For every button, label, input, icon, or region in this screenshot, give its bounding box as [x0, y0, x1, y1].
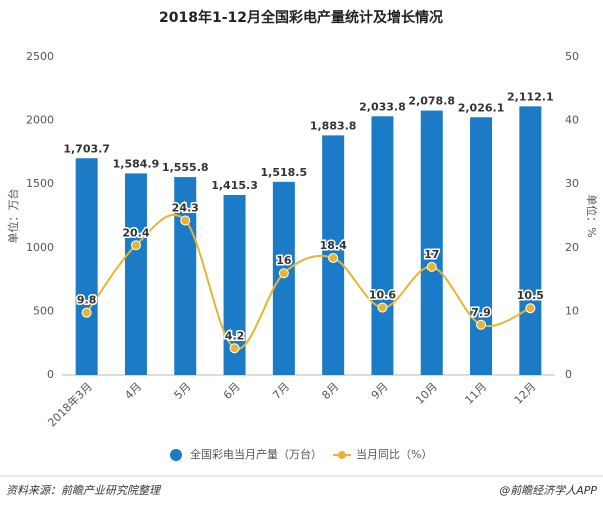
bar-value-label: 1,584.9 — [113, 157, 160, 170]
chart-title: 2018年1-12月全国彩电产量统计及增长情况 — [159, 9, 443, 26]
credit: @前瞻经济学人APP — [499, 484, 597, 497]
y-tick-label: 1000 — [26, 241, 54, 254]
x-tick-label: 8月 — [319, 380, 341, 402]
x-tick-label: 10月 — [413, 380, 440, 407]
legend-label: 全国彩电当月产量（万台） — [190, 447, 322, 461]
line-point — [278, 268, 289, 279]
x-tick-label: 7月 — [270, 380, 292, 402]
line-value-label: 17 — [424, 248, 439, 261]
line-point — [525, 303, 536, 314]
bar-value-label: 1,883.8 — [310, 119, 357, 132]
line-value-label: 10.6 — [369, 289, 396, 302]
line-point — [81, 307, 92, 318]
bar-value-label: 1,415.3 — [211, 179, 258, 192]
line-value-label: 10.5 — [517, 289, 544, 302]
y-tick-label: 2000 — [26, 114, 54, 127]
line-value-label: 9.8 — [77, 294, 97, 307]
line-point — [180, 215, 191, 226]
bar — [124, 173, 147, 375]
line-point — [426, 261, 437, 272]
y2-tick-label: 50 — [565, 50, 579, 63]
y-tick-label: 0 — [47, 368, 54, 381]
x-tick-label: 6月 — [221, 380, 243, 402]
y-tick-label: 2500 — [26, 50, 54, 63]
line-value-label: 24.3 — [172, 201, 199, 214]
bar-value-label: 2,078.8 — [408, 95, 455, 108]
line-point — [328, 252, 339, 263]
y-tick-label: 1500 — [26, 177, 54, 190]
line-value-label: 4.2 — [225, 329, 245, 342]
y2-tick-label: 0 — [565, 368, 572, 381]
bar-value-label: 2,112.1 — [507, 90, 554, 103]
x-tick-label: 2018年3月 — [45, 379, 95, 429]
y2-tick-label: 40 — [565, 114, 579, 127]
x-tick-label: 11月 — [462, 380, 489, 407]
x-tick-label: 4月 — [122, 380, 144, 402]
bar — [174, 177, 197, 375]
line-point — [130, 240, 141, 251]
bar-value-label: 1,518.5 — [261, 166, 308, 179]
line-point — [377, 302, 388, 313]
y2-axis-title: 单位：% — [585, 194, 599, 237]
x-tick-label: 12月 — [512, 380, 539, 407]
y2-tick-label: 20 — [565, 241, 579, 254]
y-tick-label: 500 — [33, 304, 54, 317]
line-value-label: 7.9 — [471, 306, 491, 319]
line-value-label: 20.4 — [122, 226, 149, 239]
bar-value-label: 1,703.7 — [63, 142, 110, 155]
y-axis-title: 单位：万台 — [6, 189, 20, 244]
bar — [420, 110, 443, 376]
bar — [75, 158, 98, 375]
x-tick-label: 5月 — [172, 380, 194, 402]
source: 资料来源：前瞻产业研究院整理 — [6, 484, 162, 497]
bar — [470, 117, 493, 375]
line-value-label: 16 — [276, 254, 292, 267]
line-value-label: 18.4 — [320, 239, 347, 252]
legend-swatch — [338, 451, 346, 459]
line-point — [476, 319, 487, 330]
y2-tick-label: 30 — [565, 177, 579, 190]
bar-value-label: 1,555.8 — [162, 161, 209, 174]
line-point — [229, 343, 240, 354]
bar — [223, 194, 246, 375]
y2-tick-label: 10 — [565, 304, 579, 317]
bar-value-label: 2,026.1 — [458, 101, 505, 114]
bar — [371, 116, 394, 376]
legend-swatch — [170, 449, 182, 461]
bar-value-label: 2,033.8 — [359, 100, 406, 113]
line — [85, 213, 531, 350]
x-tick-label: 9月 — [369, 380, 391, 402]
legend-label: 当月同比（%） — [356, 447, 432, 461]
bar — [519, 106, 542, 375]
bar — [272, 181, 295, 375]
